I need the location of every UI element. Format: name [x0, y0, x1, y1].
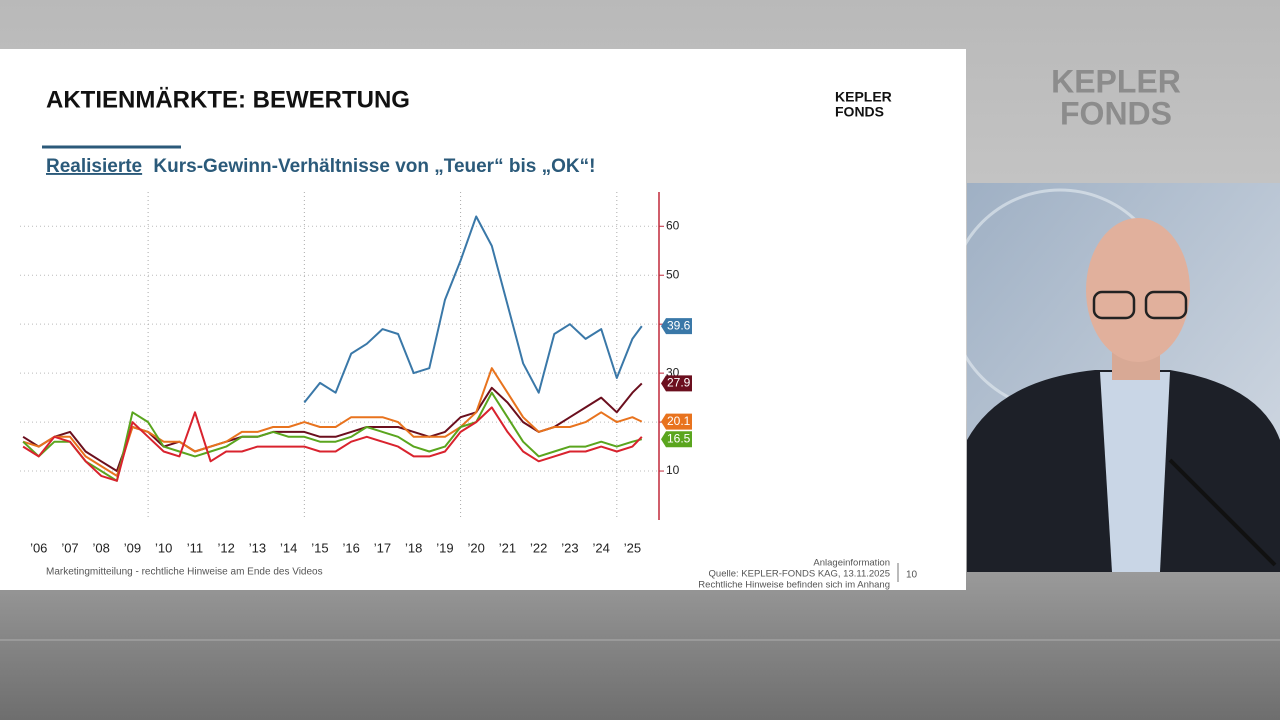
footer-source: Rechtliche Hinweise befinden sich im Anh… [698, 580, 890, 591]
end-label: 20.1 [667, 414, 691, 428]
x-tick-label: ’12 [218, 540, 235, 555]
slide-logo: KEPLER [835, 89, 892, 105]
slide-title: AKTIENMÄRKTE: BEWERTUNG [46, 86, 410, 113]
x-tick-label: ’23 [561, 540, 578, 555]
x-tick-label: ’17 [374, 540, 391, 555]
microphone [1168, 458, 1277, 567]
footer-note: Marketingmitteilung - rechtliche Hinweis… [46, 567, 323, 578]
end-label-box [661, 375, 692, 392]
x-tick-label: ’20 [468, 540, 485, 555]
footer-source: Anlageinformation [813, 558, 890, 569]
x-tick-label: ’09 [124, 540, 141, 555]
page-number: 10 [906, 570, 918, 581]
series-line [303, 215, 643, 404]
x-tick-label: ’24 [593, 540, 610, 555]
shirt [1100, 372, 1170, 572]
subtitle-rest: Kurs-Gewinn-Verhältnisse von „Teuer“ bis… [153, 156, 595, 177]
end-label-box [661, 318, 692, 335]
bg-logo: KEPLER [1051, 63, 1181, 99]
series-line [22, 391, 643, 482]
x-tick-label: ’16 [343, 540, 360, 555]
x-tick-label: ’13 [249, 540, 266, 555]
chart: 102030405060’06’07’08’09’10’11’12’13’14’… [20, 192, 692, 555]
x-tick-label: ’08 [93, 540, 110, 555]
x-tick-label: ’18 [405, 540, 422, 555]
y-tick-label: 60 [666, 218, 680, 232]
x-tick-label: ’21 [499, 540, 516, 555]
subtitle: Realisierte Kurs-Gewinn-Verhältnisse von… [46, 156, 595, 177]
x-tick-label: ’07 [61, 540, 78, 555]
glasses [1144, 290, 1188, 320]
end-label: 27.9 [667, 376, 691, 390]
x-tick-label: ’06 [30, 540, 47, 555]
x-tick-label: ’25 [624, 540, 641, 555]
subtitle-emphasis: Realisierte [46, 156, 142, 177]
head [1086, 218, 1190, 362]
x-tick-label: ’14 [280, 540, 297, 555]
end-label: 16.5 [667, 431, 691, 445]
end-label-box [661, 413, 692, 430]
x-tick-label: ’11 [187, 540, 203, 555]
x-tick-label: ’19 [436, 540, 453, 555]
x-tick-label: ’22 [530, 540, 547, 555]
y-tick-label: 50 [666, 267, 680, 281]
slide [0, 49, 966, 590]
slide-logo: FONDS [835, 104, 884, 120]
x-tick-label: ’15 [311, 540, 328, 555]
presenter-video [948, 183, 1280, 572]
end-label: 39.6 [667, 318, 691, 332]
glasses [1092, 290, 1136, 320]
x-tick-label: ’10 [155, 540, 172, 555]
end-label-box [661, 431, 692, 448]
bg-logo: FONDS [1060, 95, 1172, 131]
y-tick-label: 10 [666, 463, 680, 477]
series-line [22, 406, 643, 482]
footer-source: Quelle: KEPLER-FONDS KAG, 13.11.2025 [709, 569, 890, 580]
